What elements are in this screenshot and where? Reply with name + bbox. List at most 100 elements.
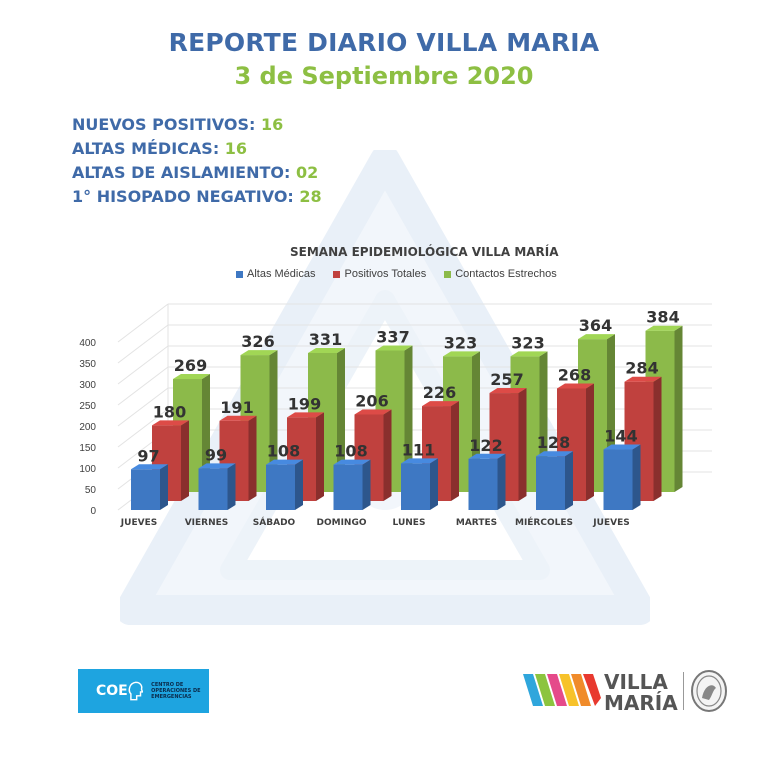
gridline xyxy=(117,387,169,427)
legend-item: Positivos Totales xyxy=(333,268,426,280)
bar-side xyxy=(430,458,438,510)
bar-top xyxy=(536,451,573,457)
x-tick-label: MIÉRCOLES xyxy=(515,516,573,528)
bar xyxy=(401,463,430,510)
y-tick-label: 100 xyxy=(79,464,96,475)
legend-label: Positivos Totales xyxy=(344,268,427,280)
bar-side xyxy=(565,451,573,510)
stat-new-positives: NUEVOS POSITIVOS: 16 xyxy=(72,113,322,137)
chart-title: SEMANA EPIDEMIOLÓGICA VILLA MARÍA xyxy=(290,245,559,259)
bar-side xyxy=(227,463,236,510)
bar-chart: 0 50 100 150 200 250 300 350 400 269 326 331 337 323 3… xyxy=(79,303,712,528)
data-label: 99 xyxy=(205,445,227,464)
bar xyxy=(468,458,498,510)
bar-top xyxy=(308,347,345,353)
legend-swatch xyxy=(444,270,452,278)
bar-top xyxy=(219,415,257,421)
data-label: 364 xyxy=(579,316,612,335)
stat-value: 16 xyxy=(260,115,284,134)
bar-top xyxy=(510,351,548,357)
legend-label: Altas Médicas xyxy=(247,268,316,280)
data-label: 337 xyxy=(376,327,409,346)
bar-top xyxy=(401,458,438,464)
report-date: 3 de Septiembre 2020 xyxy=(234,62,534,90)
y-tick-label: 50 xyxy=(85,485,97,496)
data-label: 331 xyxy=(309,330,342,349)
data-label: 206 xyxy=(355,391,388,410)
coe-label: COE xyxy=(96,683,128,699)
y-tick-label: 300 xyxy=(79,380,96,391)
x-tick-label: VIERNES xyxy=(185,518,229,528)
stat-value: 28 xyxy=(299,187,322,206)
data-label: 384 xyxy=(646,308,679,327)
stat-first-swab-negative: 1° HISOPADO NEGATIVO: 28 xyxy=(72,185,322,209)
bar-side xyxy=(295,459,303,510)
data-label: 122 xyxy=(469,436,502,455)
data-label: 108 xyxy=(267,442,300,461)
bar-side xyxy=(202,374,210,492)
gridline xyxy=(117,324,169,364)
bar-side xyxy=(497,453,506,510)
data-label: 97 xyxy=(137,446,159,465)
data-label: 323 xyxy=(444,333,477,352)
legend-item: Contactos Estrechos xyxy=(444,268,557,280)
data-label: 326 xyxy=(241,332,274,351)
bar-top xyxy=(489,388,527,394)
data-label: 226 xyxy=(423,383,456,402)
data-label: 269 xyxy=(174,356,207,375)
x-tick-label: JUEVES xyxy=(592,518,629,528)
bar-side xyxy=(362,459,371,510)
city-line-2: MARÍA xyxy=(604,691,678,715)
bar-top xyxy=(333,459,371,465)
gridline xyxy=(117,366,169,406)
bar-side xyxy=(674,325,683,492)
bar-top xyxy=(198,463,236,469)
bar xyxy=(198,468,228,510)
stat-label: ALTAS DE AISLAMIENTO: xyxy=(72,163,296,182)
legend-item: Altas Médicas xyxy=(236,268,315,280)
stat-value: 16 xyxy=(224,139,248,158)
data-label: 323 xyxy=(511,333,544,352)
bar-top xyxy=(645,325,683,331)
y-tick-label: 350 xyxy=(79,359,96,370)
bar-side xyxy=(248,415,257,501)
chart-legend: Altas Médicas Positivos Totales Contacto… xyxy=(236,268,557,280)
bar xyxy=(333,464,363,510)
y-tick-label: 250 xyxy=(79,401,96,412)
bar-top xyxy=(624,376,662,382)
bar-side xyxy=(337,347,345,492)
bar-top xyxy=(443,351,480,357)
bar xyxy=(536,456,565,510)
gridline xyxy=(117,345,169,385)
bar-top xyxy=(287,412,324,418)
x-tick-label: MARTES xyxy=(456,518,497,528)
bar-top xyxy=(375,345,413,351)
bar-side xyxy=(316,412,324,501)
bar-top xyxy=(131,464,168,470)
bar-side xyxy=(586,383,594,501)
data-label: 180 xyxy=(153,402,186,421)
stat-label: NUEVOS POSITIVOS: xyxy=(72,115,261,134)
legend-swatch xyxy=(236,270,243,278)
legend-swatch xyxy=(333,270,341,278)
x-tick-label: SÁBADO xyxy=(253,516,296,528)
gridline xyxy=(117,408,169,448)
city-name: VILLA MARÍA xyxy=(604,672,678,714)
x-tick-label: JUEVES xyxy=(120,518,157,528)
bar-top xyxy=(578,334,615,340)
data-label: 199 xyxy=(288,394,321,413)
bar-side xyxy=(451,401,459,501)
stats-panel: NUEVOS POSITIVOS: 16 ALTAS MÉDICAS: 16 A… xyxy=(72,113,322,209)
bar-top xyxy=(152,420,189,426)
coe-logo: COE CENTRO DE OPERACIONES DE EMERGENCIAS xyxy=(78,669,209,713)
data-label: 111 xyxy=(402,440,435,459)
data-label: 268 xyxy=(558,365,591,384)
bar-side xyxy=(653,376,662,501)
bar xyxy=(603,449,633,510)
page-title: REPORTE DIARIO VILLA MARIA xyxy=(168,28,600,57)
bar-side xyxy=(181,420,189,501)
bar xyxy=(131,469,160,510)
stat-label: ALTAS MÉDICAS: xyxy=(72,139,225,158)
stat-isolation-discharges: ALTAS DE AISLAMIENTO: 02 xyxy=(72,161,322,185)
bar-side xyxy=(269,350,278,492)
